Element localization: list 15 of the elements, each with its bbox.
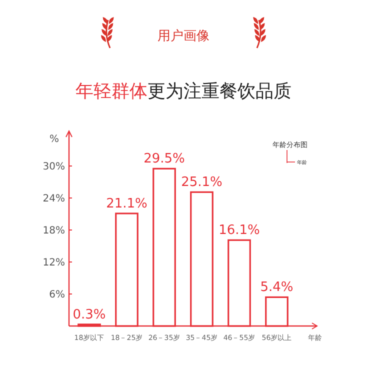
data-label: 25.1% [181, 175, 222, 190]
data-label: 29.5% [144, 152, 185, 167]
y-tick-label: 24% [42, 194, 65, 204]
y-tick-label: 12% [42, 258, 65, 268]
text: 年轻群体 [76, 81, 148, 102]
y-axis-title: % [49, 134, 59, 145]
data-label: 21.1% [106, 196, 148, 212]
data-label: 0.3% [72, 307, 106, 322]
data-label: 5.4% [260, 280, 294, 296]
y-tick-label: 6% [49, 290, 65, 300]
chart-title: 用户画像 [158, 29, 210, 44]
text: 更为注重餐饮品质 [148, 81, 292, 102]
data-label: 16.1% [218, 223, 260, 238]
y-tick-label: 18% [42, 226, 65, 236]
y-tick-label: 30% [42, 162, 65, 172]
